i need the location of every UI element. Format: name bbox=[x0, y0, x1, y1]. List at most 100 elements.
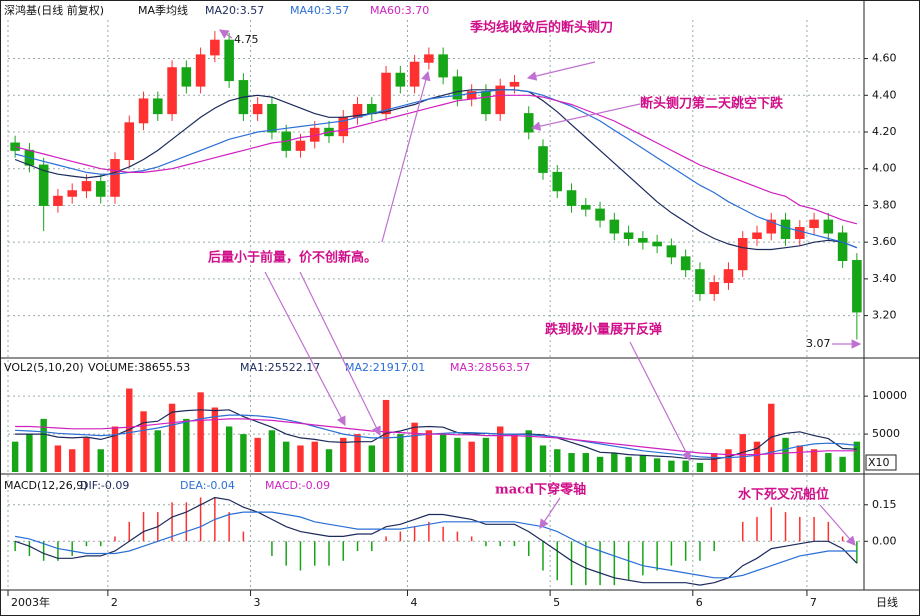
candle-body bbox=[523, 113, 534, 133]
volume-bar bbox=[825, 453, 832, 472]
candle-body bbox=[167, 67, 177, 115]
volume-bar bbox=[425, 430, 433, 472]
y-tick-label: 3.20 bbox=[872, 309, 897, 322]
volume-bar bbox=[97, 449, 104, 472]
candle-body bbox=[780, 219, 791, 239]
annotation-arrow bbox=[381, 70, 431, 243]
indicator-line bbox=[14, 94, 858, 225]
volume-bar bbox=[168, 403, 176, 472]
volume-bar bbox=[853, 441, 861, 472]
volume-bar bbox=[710, 453, 718, 472]
x-tick-label: 4 bbox=[410, 596, 417, 609]
volume-bar bbox=[739, 434, 746, 472]
panel-title: 深鸿基(日线 前复权) bbox=[4, 3, 104, 17]
candle-body bbox=[295, 140, 306, 151]
volume-bar bbox=[468, 441, 475, 472]
candle-body bbox=[795, 226, 805, 239]
annotation-arrow bbox=[629, 341, 691, 462]
panel-subtitle: VOLUME:38655.53 bbox=[88, 361, 190, 374]
volume-bar bbox=[625, 456, 632, 472]
legend-entry: DIF:-0.09 bbox=[80, 479, 129, 492]
volume-bar bbox=[611, 453, 618, 472]
candle-body bbox=[81, 181, 92, 192]
candle-body bbox=[181, 67, 192, 87]
indicator-line bbox=[14, 511, 857, 579]
volume-bar bbox=[382, 399, 390, 472]
high-label: 4.75 bbox=[234, 33, 259, 46]
volume-bar bbox=[482, 437, 490, 472]
unit-label: X10 bbox=[868, 456, 890, 469]
candle-body bbox=[395, 72, 406, 87]
volume-bar bbox=[111, 426, 119, 472]
candle-body bbox=[566, 190, 577, 206]
y-tick-label: 10000 bbox=[872, 389, 907, 402]
annotation-arrow bbox=[539, 497, 561, 529]
volume-bar bbox=[525, 430, 532, 472]
candle-body bbox=[210, 39, 220, 56]
candle-body bbox=[723, 269, 734, 284]
volume-bar bbox=[183, 418, 190, 472]
plot-layer: 2003年 2 3 4 5 6 7 日线 3.20 3.40 3.60 3.80 4.00 4.20 4.4… bbox=[4, 3, 907, 609]
volume-bar bbox=[639, 455, 647, 472]
volume-bar bbox=[311, 441, 318, 472]
annotation: 后量小于前量，价不创新高。 bbox=[208, 250, 377, 266]
volume-bar bbox=[496, 426, 504, 472]
annotation-arrow bbox=[299, 271, 381, 437]
volume-bar bbox=[725, 449, 732, 472]
candle-body bbox=[38, 164, 49, 206]
y-tick-label: 3.40 bbox=[872, 272, 897, 285]
panel-title: MACD(12,26,9) bbox=[4, 479, 88, 492]
annotation-arrow bbox=[530, 103, 641, 131]
volume-bar bbox=[154, 430, 162, 472]
candle-body bbox=[623, 232, 634, 239]
volume-bar bbox=[11, 441, 19, 472]
candle-body bbox=[53, 195, 63, 206]
candle-body bbox=[224, 39, 234, 82]
volume-bar bbox=[668, 460, 675, 472]
indicator-line bbox=[14, 496, 858, 586]
candle-body bbox=[837, 232, 848, 262]
candle-body bbox=[252, 103, 263, 115]
annotation-arrow bbox=[219, 29, 233, 39]
candle-body bbox=[409, 61, 420, 87]
volume-bar bbox=[411, 422, 418, 472]
x-tick-label: 7 bbox=[810, 596, 817, 609]
y-tick-label: 3.80 bbox=[872, 198, 897, 211]
y-tick-label: 5000 bbox=[872, 427, 900, 440]
legend-entry: MA1:25522.17 bbox=[240, 361, 320, 374]
volume-bar bbox=[197, 392, 204, 472]
volume-bar bbox=[568, 453, 575, 472]
volume-bar bbox=[325, 449, 333, 472]
legend-entry: MA60:3.70 bbox=[370, 4, 429, 17]
legend-entry: MA40:3.57 bbox=[290, 4, 349, 17]
x-tick-label: 6 bbox=[696, 596, 703, 609]
candle-body bbox=[267, 103, 277, 133]
volume-bar bbox=[796, 445, 804, 472]
volume-bar bbox=[753, 441, 761, 472]
volume-bar bbox=[439, 434, 447, 472]
panel-title: VOL2(5,10,20) bbox=[4, 361, 84, 374]
volume-bar bbox=[140, 411, 147, 472]
candle-body bbox=[509, 81, 520, 87]
candle-body bbox=[138, 98, 149, 124]
volume-bar bbox=[582, 453, 590, 472]
candle-body bbox=[424, 54, 434, 63]
y-tick-label: 4.20 bbox=[872, 125, 897, 138]
candle-body bbox=[452, 76, 463, 100]
volume-bar bbox=[511, 434, 518, 472]
candle-body bbox=[695, 269, 705, 295]
volume-bar bbox=[83, 437, 90, 472]
indicator-line bbox=[15, 418, 857, 456]
legend-entry: MA2:21917.01 bbox=[345, 361, 425, 374]
candle-body bbox=[95, 181, 106, 197]
volume-bar bbox=[282, 441, 290, 472]
legend-entry: DEA:-0.04 bbox=[180, 479, 235, 492]
annotation: 断头铡刀第二天跳空下跌 bbox=[640, 96, 784, 112]
volume-bar bbox=[354, 434, 361, 472]
x-tick-label: 5 bbox=[553, 596, 560, 609]
volume-bar bbox=[782, 437, 789, 472]
y-tick-label: 4.40 bbox=[872, 88, 897, 101]
candle-body bbox=[737, 237, 748, 271]
annotation: 跌到极小量展开反弹 bbox=[545, 322, 662, 338]
